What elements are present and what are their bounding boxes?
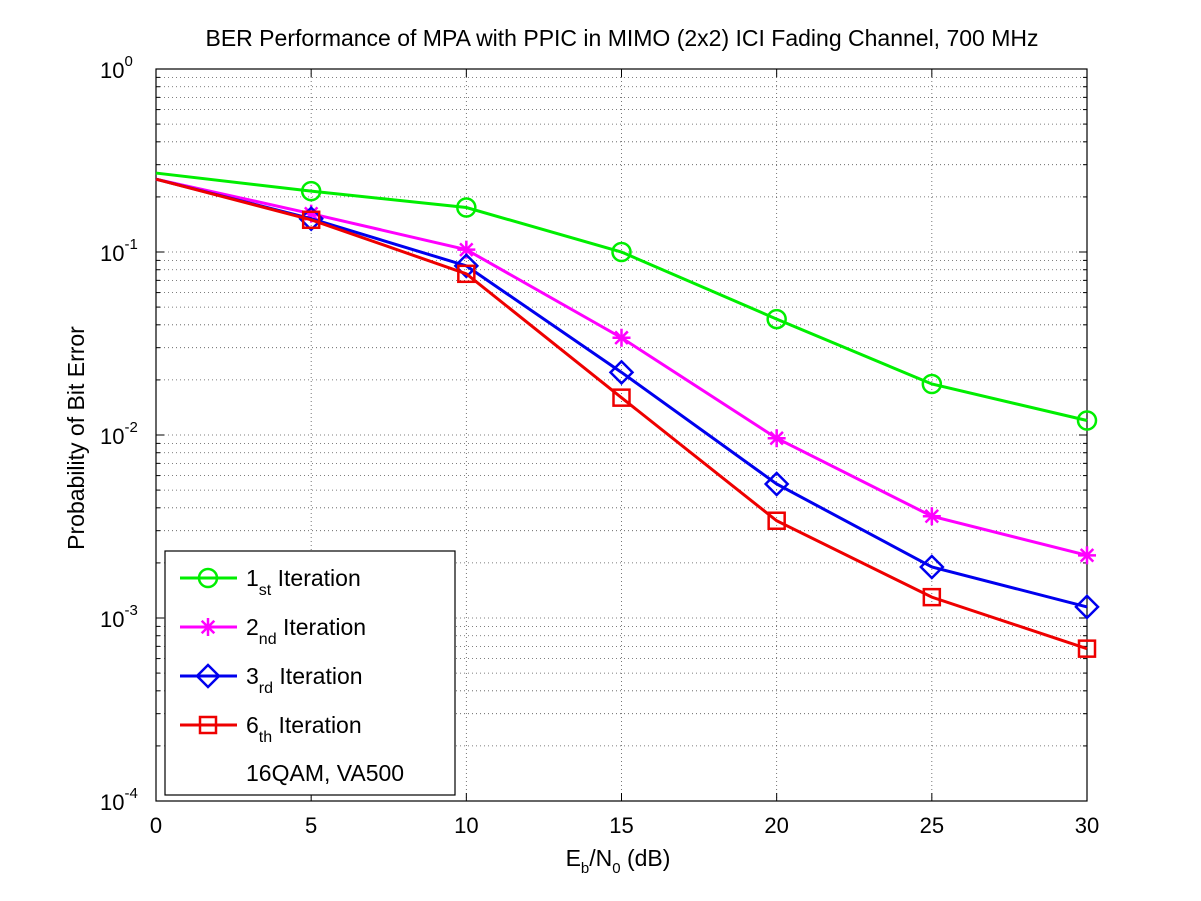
data-point [457,264,476,284]
data-point [766,308,787,330]
data-point [1074,594,1100,620]
chart-title: BER Performance of MPA with PPIC in MIMO… [206,25,1039,51]
y-axis-label: Probability of Bit Error [63,326,89,550]
legend-label: 1st Iteration [246,565,361,599]
y-tick-label: 10-4 [100,785,138,815]
legend-entry-1: 1st Iteration [180,565,361,599]
tick-marks [155,68,1088,802]
x-axis-label-tail: (dB) [621,845,671,871]
legend-entry-3: 3rd Iteration [180,663,363,697]
x-tick-label: 30 [1075,813,1099,838]
tick-labels: 0 5 10 15 20 25 30 100 10-1 10-2 10-3 10-4 [100,53,1099,838]
y-tick-label: 10-1 [100,236,138,266]
series-4 [155,177,1097,658]
legend-note: 16QAM, VA500 [246,760,404,786]
data-point [608,359,635,386]
data-point [612,328,631,347]
data-point [922,587,942,607]
legend-marker [197,567,219,589]
x-tick-label: 15 [609,813,633,838]
series-1 [155,171,1098,431]
y-tick-label: 100 [100,53,133,83]
legend-marker [198,715,218,735]
legend-marker [199,618,217,636]
x-tick-label: 0 [150,813,162,838]
x-tick-label: 10 [454,813,478,838]
y-tick-label: 10-2 [100,419,138,449]
legend-label: 3rd Iteration [246,663,363,697]
data-point [767,429,786,448]
legend-label: 2nd Iteration [246,614,366,648]
data-point [611,241,632,263]
data-point [922,507,941,526]
series-line [155,171,1088,422]
data-point [1078,546,1096,565]
data-point [300,180,322,202]
data-point [1077,639,1097,658]
data-point [453,253,480,279]
legend-label: 6th Iteration [246,712,362,746]
data-point [763,471,790,497]
data-point [767,511,786,530]
legend-marker [195,663,221,689]
series-line [155,177,1088,651]
x-axis-label-mid: /N [589,845,612,871]
data-point [612,388,631,407]
x-axis-label-main: E [566,845,581,871]
x-tick-label: 25 [920,813,944,838]
data-point [919,554,945,580]
x-axis-label-sub2: 0 [612,860,620,877]
legend-box [164,550,456,796]
data-point [301,210,321,230]
y-tick-label: 10-3 [100,602,138,632]
series-layer [155,171,1100,658]
legend-entry-2: 2nd Iteration [180,614,366,648]
legend: 1st Iteration 2nd Iteration 3rd Iteration 6… [164,550,456,796]
x-axis-label-sub1: b [581,860,589,877]
legend-entry-4: 6th Iteration [180,712,362,746]
data-point [456,197,477,218]
x-tick-label: 20 [764,813,788,838]
data-point [921,373,943,395]
x-tick-label: 5 [305,813,317,838]
data-point [1076,410,1098,431]
x-axis-label: Eb/N0 (dB) [566,845,671,877]
